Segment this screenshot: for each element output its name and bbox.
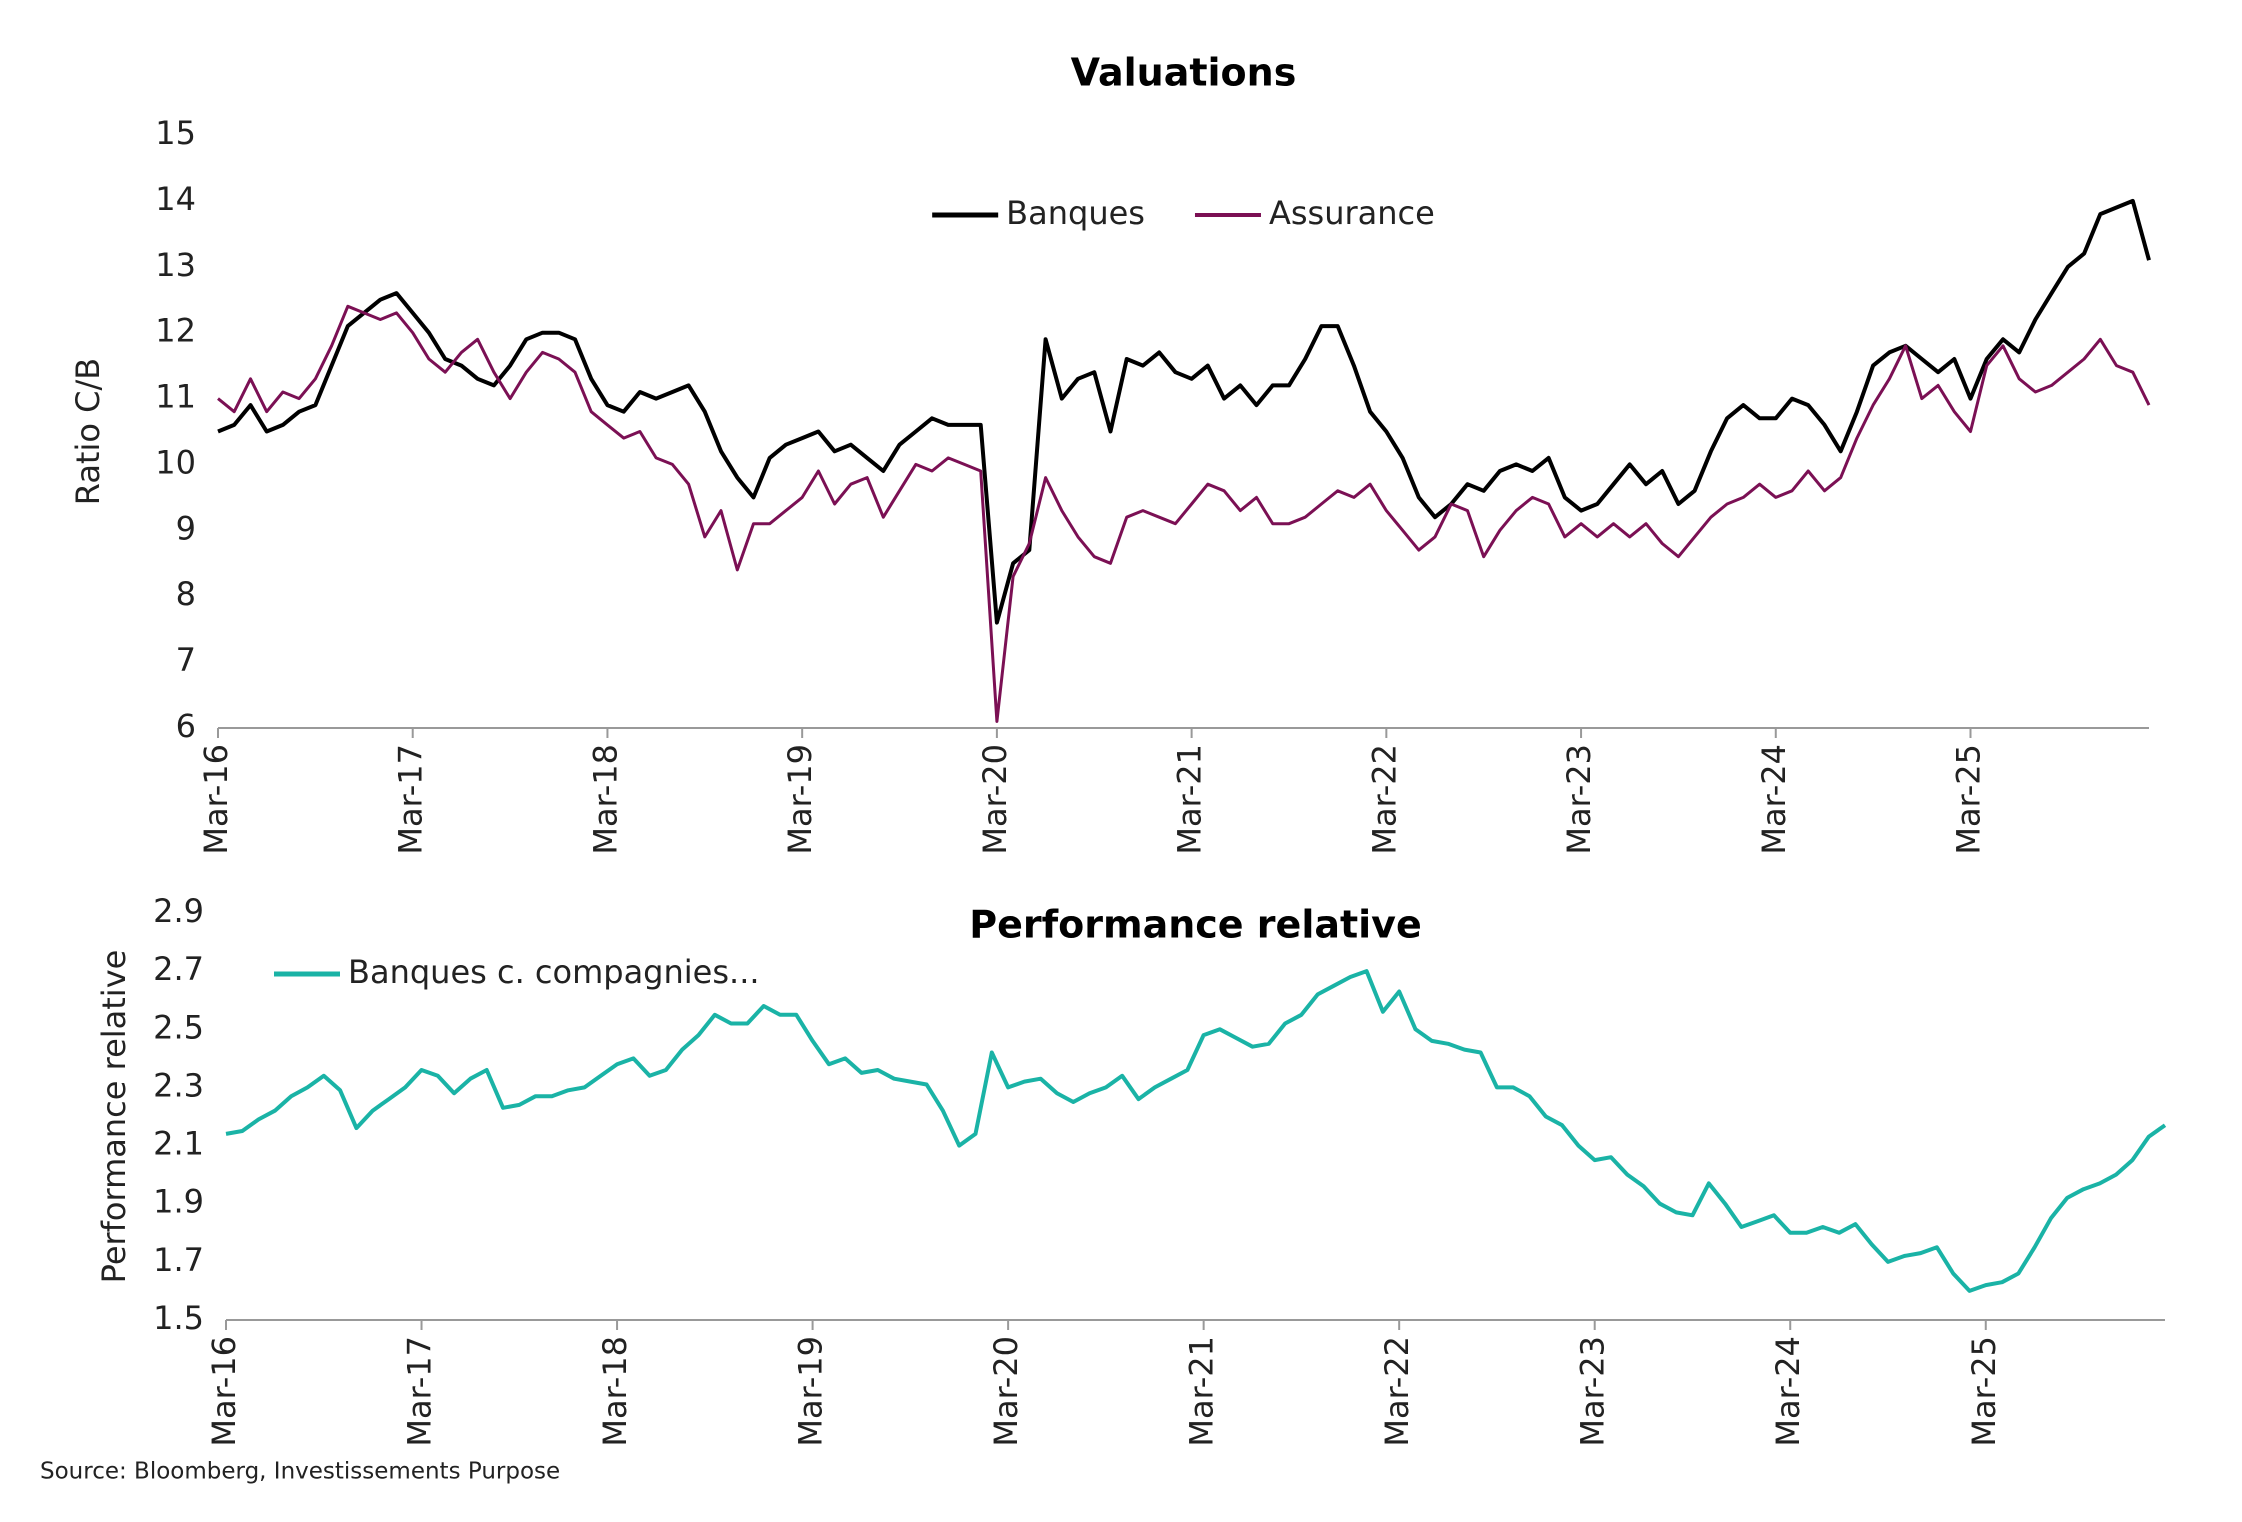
y-tick-label: 15 xyxy=(155,114,196,152)
legend-label: Banques xyxy=(1006,194,1145,232)
y-tick-label: 13 xyxy=(155,246,196,284)
y-tick-label: 6 xyxy=(176,707,196,745)
y-tick-label: 8 xyxy=(176,575,196,613)
x-tick-label: Mar-16 xyxy=(197,744,235,855)
y-tick-label: 2.9 xyxy=(153,892,204,930)
x-tick-label: Mar-20 xyxy=(987,1336,1025,1447)
data-line xyxy=(217,198,2151,625)
y-tick-label: 2.1 xyxy=(153,1125,204,1163)
x-tick-label: Mar-18 xyxy=(586,744,624,855)
x-tick-label: Mar-22 xyxy=(1365,744,1403,855)
x-tick-label: Mar-17 xyxy=(401,1336,439,1447)
x-tick-label: Mar-23 xyxy=(1560,744,1598,855)
y-tick-label: 12 xyxy=(155,312,196,350)
x-tick-label: Mar-20 xyxy=(976,744,1014,855)
y-tick-label: 10 xyxy=(155,443,196,481)
y-tick-label: 7 xyxy=(176,641,196,679)
data-line xyxy=(225,969,2167,1293)
data-line xyxy=(217,304,2151,723)
source-note: Source: Bloomberg, Investissements Purpo… xyxy=(40,1459,560,1485)
y-tick-label: 11 xyxy=(155,378,196,416)
x-tick-label: Mar-19 xyxy=(781,744,819,855)
x-tick-label: Mar-23 xyxy=(1574,1336,1612,1447)
x-tick-label: Mar-21 xyxy=(1183,1336,1221,1447)
y-axis-title: Performance relative xyxy=(95,950,133,1284)
y-axis-title: Ratio C/B xyxy=(69,358,107,505)
legend-label: Assurance xyxy=(1269,194,1435,232)
x-tick-label: Mar-18 xyxy=(596,1336,634,1447)
x-tick-label: Mar-19 xyxy=(792,1336,830,1447)
chart-title: Valuations xyxy=(1071,51,1297,95)
x-tick-label: Mar-21 xyxy=(1171,744,1209,855)
y-tick-label: 1.7 xyxy=(153,1241,204,1279)
y-tick-label: 14 xyxy=(155,180,196,218)
y-tick-label: 9 xyxy=(176,509,196,547)
x-tick-label: Mar-25 xyxy=(1950,744,1988,855)
y-tick-label: 2.7 xyxy=(153,950,204,988)
y-tick-label: 1.9 xyxy=(153,1183,204,1221)
x-tick-label: Mar-24 xyxy=(1755,744,1793,855)
x-tick-label: Mar-17 xyxy=(392,744,430,855)
x-tick-label: Mar-16 xyxy=(205,1336,243,1447)
legend-label: Banques c. compagnies... xyxy=(348,953,760,991)
x-tick-label: Mar-24 xyxy=(1769,1336,1807,1447)
chart-title: Performance relative xyxy=(969,903,1421,947)
y-tick-label: 1.5 xyxy=(153,1299,204,1337)
x-tick-label: Mar-22 xyxy=(1378,1336,1416,1447)
y-tick-label: 2.5 xyxy=(153,1008,204,1046)
y-tick-label: 2.3 xyxy=(153,1066,204,1104)
x-tick-label: Mar-25 xyxy=(1965,1336,2003,1447)
